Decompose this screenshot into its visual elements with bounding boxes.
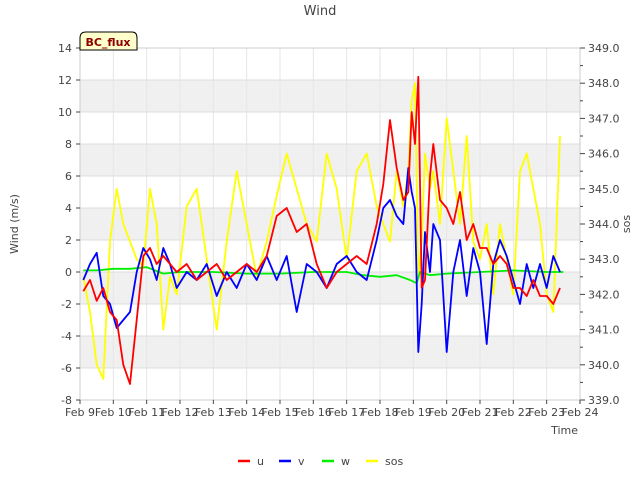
y2-tick-label: 348.0 [588, 77, 620, 90]
y-tick-label: 0 [65, 266, 72, 279]
x-tick-label: Feb 17 [328, 406, 365, 419]
y2-axis-label: sos [620, 215, 633, 233]
x-tick-label: Feb 18 [362, 406, 399, 419]
y-tick-label: -8 [61, 394, 72, 407]
legend: u v w sos [238, 455, 403, 468]
series-line-sos [82, 82, 561, 380]
y-tick-label: -6 [61, 362, 72, 375]
y2-tick-label: 341.0 [588, 324, 620, 337]
y-tick-label: -2 [61, 298, 72, 311]
x-tick-label: Feb 11 [128, 406, 165, 419]
y-tick-label: 6 [65, 170, 72, 183]
plot-bands [80, 80, 580, 368]
y-tick-label: -4 [61, 330, 72, 343]
plot-band [80, 144, 580, 176]
legend-label-v: v [298, 455, 305, 468]
legend-label-w: w [341, 455, 350, 468]
y2-tick-label: 339.0 [588, 394, 620, 407]
series-lines [82, 75, 564, 385]
y2-tick-label: 342.0 [588, 288, 620, 301]
y2-tick-label: 344.0 [588, 218, 620, 231]
badge-label: BC_flux [85, 36, 130, 49]
y2-tick-label: 345.0 [588, 183, 620, 196]
x-tick-label: Feb 13 [195, 406, 232, 419]
y2-tick-label: 340.0 [588, 359, 620, 372]
y-tick-label: 2 [65, 234, 72, 247]
x-tick-label: Feb 22 [495, 406, 532, 419]
legend-label-sos: sos [385, 455, 403, 468]
x-tick-label: Feb 19 [395, 406, 432, 419]
y-tick-label: 10 [58, 106, 72, 119]
y-tick-label: 12 [58, 74, 72, 87]
plot-band [80, 208, 580, 240]
y-axis-label: Wind (m/s) [8, 194, 21, 254]
x-tick-label: Feb 20 [428, 406, 465, 419]
bc-flux-badge: BC_flux [79, 31, 138, 51]
plot-band [80, 80, 580, 112]
plot-band [80, 272, 580, 304]
y-tick-label: 4 [65, 202, 72, 215]
y-axis-ticks: -8 -6 -4 -2 0 2 4 6 8 10 12 14 [58, 42, 80, 407]
y2-tick-label: 347.0 [588, 112, 620, 125]
series-line-w [83, 266, 564, 285]
legend-label-u: u [257, 455, 264, 468]
series-line-v [82, 167, 561, 353]
x-tick-label: Feb 15 [262, 406, 299, 419]
x-tick-label: Feb 9 [65, 406, 95, 419]
x-tick-label: Feb 23 [528, 406, 565, 419]
y2-tick-label: 346.0 [588, 148, 620, 161]
chart-title: Wind [304, 4, 337, 19]
y2-axis-ticks: 339.0 340.0 341.0 342.0 343.0 344.0 345.0 346.0… [580, 42, 620, 407]
x-tick-label: Feb 14 [228, 406, 265, 419]
series-line-u [82, 75, 561, 385]
x-tick-label: Feb 24 [562, 406, 599, 419]
x-axis-label: Time [550, 424, 578, 437]
y-tick-label: 14 [58, 42, 72, 55]
y-tick-label: 8 [65, 138, 72, 151]
x-tick-label: Feb 12 [162, 406, 199, 419]
y2-tick-label: 343.0 [588, 253, 620, 266]
plot-band [80, 336, 580, 368]
y2-tick-label: 349.0 [588, 42, 620, 55]
x-tick-label: Feb 10 [95, 406, 132, 419]
x-tick-label: Feb 16 [295, 406, 332, 419]
x-tick-label: Feb 21 [462, 406, 499, 419]
